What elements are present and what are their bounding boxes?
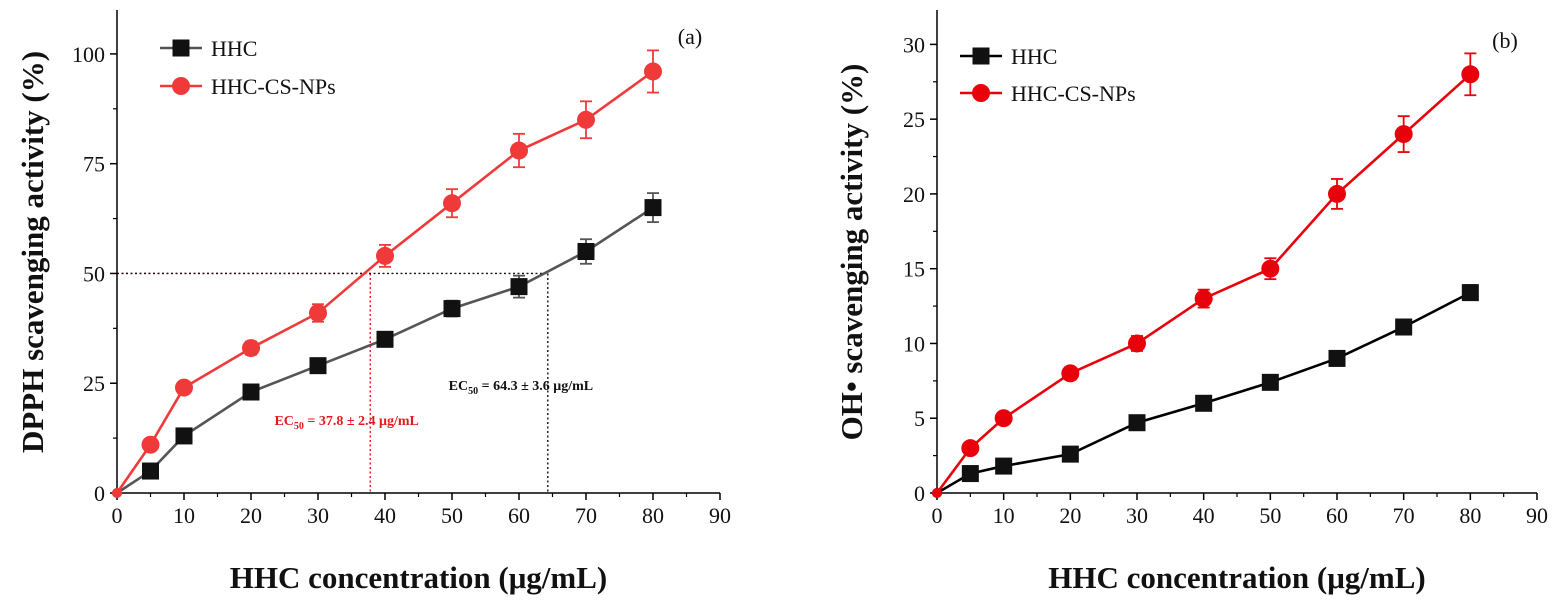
panel-b-data-point [995,457,1013,475]
panel-b-data-point [1328,349,1346,367]
panel-b-data-point [1061,364,1080,383]
panel-a-data-point [142,462,159,480]
panel-b-chart: 0 10 20 30 40 50 60 70 80 90 0 5 10 15 20 25 30 HHC conce… [834,10,1548,595]
panel-b-x-tick-label: 30 [1126,503,1148,528]
panel-a-data-point [242,339,260,358]
panel-a-legend-marker [172,77,190,95]
panel-b-x-tick-label: 50 [1259,503,1281,528]
panel-b-legend-marker [972,47,990,65]
panel-b-data-point [1261,373,1279,391]
panel-a-legend-label: HHC [211,36,257,61]
panel-b-x-tick-label: 10 [993,503,1015,528]
panel-a-x-tick-label: 70 [575,503,597,528]
panel-a-x-tick-label: 80 [642,503,664,528]
panel-a-ec50-label: EC50 = 37.8 ± 2.4 μg/mL [274,414,418,432]
panel-a-data-point [242,383,260,401]
panel-a-y-tick-label: 75 [83,152,105,177]
panel-a-series-hhc-cs-nps [112,49,662,498]
panel-a-data-point [644,199,662,217]
panel-b-x-tick-label: 70 [1393,503,1415,528]
panel-b-data-point [961,439,980,458]
panel-b-legend-label: HHC [1011,44,1057,69]
panel-b-x-tick-label: 20 [1059,503,1081,528]
panel-b-data-point [1128,334,1146,353]
panel-a-series-line [115,70,654,494]
panel-a-series-hhc [112,192,662,498]
panel-a-data-point [577,110,595,129]
panel-a-data-point [443,300,461,318]
panel-b-y-tick-label: 30 [903,32,925,57]
panel-b-data-point [1461,284,1479,302]
panel-b-data-point [1461,65,1480,84]
panel-a-x-tick-label: 0 [112,503,123,528]
panel-b-y-axis-title: OH• scavenging activity (%) [834,64,869,441]
panel-a-data-point [577,243,595,260]
panel-b-data-point [1195,394,1213,412]
panel-a-panel-label: (a) [678,24,702,49]
panel-a-y-tick-label: 100 [72,42,105,67]
panel-b-y-tick-label: 25 [903,107,925,132]
panel-b-data-point [1128,414,1146,432]
panel-a-data-point [112,488,122,498]
panel-b-data-point [1395,318,1413,336]
panel-a-y-tick-label: 0 [94,481,105,506]
panel-a-data-point [644,62,662,81]
panel-b-data-point [1394,125,1413,144]
panel-a-data-point [510,141,528,160]
panel-b-data-point [1061,445,1079,463]
panel-b-x-tick-label: 0 [932,503,943,528]
panel-a-data-point [376,330,394,348]
panel-b-x-tick-label: 80 [1459,503,1481,528]
panel-a-x-tick-label: 90 [709,503,731,528]
panel-a-data-point [309,303,327,322]
panel-a-data-point [175,378,193,397]
panel-b-legend-label: HHC-CS-NPs [1011,81,1136,106]
panel-b-y-tick-label: 20 [903,182,925,207]
panel-b-data-point [994,409,1013,428]
panel-b-legend-marker [972,84,990,102]
panel-a-x-tick-label: 20 [240,503,262,528]
panel-a-data-point [141,435,160,454]
panel-b-x-tick-label: 40 [1193,503,1215,528]
panel-b-x-tick-label: 90 [1526,503,1548,528]
panel-a-legend-label: HHC-CS-NPs [211,74,336,99]
panel-b-y-tick-label: 0 [914,481,925,506]
panel-b-data-point [1194,289,1213,308]
panel-a-ec50-label: EC50 = 64.3 ± 3.6 μg/mL [449,379,593,397]
panel-a-x-axis-title: HHC concentration (μg/mL) [230,560,607,595]
panel-b-y-tick-label: 15 [903,257,925,282]
panel-b-series-hhc-cs-nps [932,52,1480,498]
panel-b-data-point [932,488,942,498]
panel-b-data-point [1328,184,1346,203]
panel-a-x-tick-label: 40 [374,503,396,528]
panel-a-data-point [510,278,528,296]
panel-a-x-tick-label: 10 [173,503,195,528]
panel-b-y-tick-label: 10 [903,331,925,356]
panel-a-y-axis-title: DPPH scavenging activity (%) [15,51,50,453]
panel-a-data-point [443,194,461,213]
panel-b-data-point [1261,259,1280,278]
panel-b-y-tick-label: 5 [914,406,925,431]
panel-a-x-tick-label: 60 [508,503,530,528]
panel-a-x-tick-label: 50 [441,503,463,528]
panel-a-y-tick-label: 25 [83,371,105,396]
panel-a-series-line [116,206,654,495]
panel-a-y-tick-label: 50 [83,261,105,286]
panel-a-data-point [309,357,327,375]
panel-b-x-tick-label: 60 [1326,503,1348,528]
panel-b-data-point [961,465,979,483]
panel-b-series-line [935,73,1472,494]
panel-b-x-axis-title: HHC concentration (μg/mL) [1048,560,1425,595]
panel-b-panel-label: (b) [1492,28,1518,53]
panel-a-legend-marker [172,39,190,57]
panel-a-data-point [376,246,394,265]
panel-a-x-tick-label: 30 [307,503,329,528]
panel-b-series-line [936,291,1471,495]
panel-b-series-hhc [932,284,1479,498]
panel-a-chart: 0 10 20 30 40 50 60 70 80 90 0 25 50 75 100 HHC concent… [15,10,731,595]
panel-a-data-point [175,427,193,445]
